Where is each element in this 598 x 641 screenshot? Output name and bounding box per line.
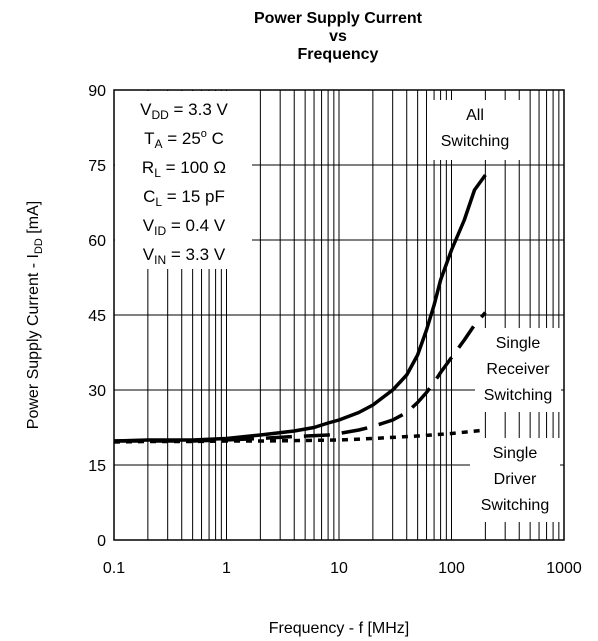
chart-title-line-1: Power Supply Current bbox=[254, 10, 423, 27]
y-tick-label: 15 bbox=[88, 458, 106, 475]
series-label-2: Single bbox=[496, 335, 541, 352]
series-layer bbox=[113, 173, 487, 444]
x-tick-label: 1000 bbox=[546, 560, 582, 577]
x-tick-label: 1 bbox=[222, 560, 231, 577]
y-tick-label: 60 bbox=[88, 233, 106, 250]
plot-frame bbox=[113, 89, 565, 541]
chart-title: Power Supply Current vs Frequency bbox=[254, 10, 423, 63]
series-line-2 bbox=[114, 311, 487, 443]
plot-border bbox=[113, 89, 565, 541]
series-line-1 bbox=[113, 173, 487, 443]
y-tick-label: 30 bbox=[88, 383, 106, 400]
x-tick-label: 0.1 bbox=[103, 560, 125, 577]
y-tick-label: 45 bbox=[88, 308, 106, 325]
chart-title-line-2: vs bbox=[329, 28, 347, 45]
condition-line: VID = 0.4 V bbox=[143, 216, 226, 238]
condition-line: TA = 25o C bbox=[144, 128, 224, 151]
y-tick-label: 90 bbox=[88, 83, 106, 100]
test-conditions: VDD = 3.3 V TA = 25o C RL = 100 Ω CL = 15 p… bbox=[140, 100, 228, 267]
condition-line: CL = 15 pF bbox=[143, 187, 225, 209]
series-label-3: Single bbox=[493, 445, 538, 462]
y-tick-label: 0 bbox=[97, 533, 106, 550]
x-tick-label: 100 bbox=[438, 560, 465, 577]
condition-line: VDD = 3.3 V bbox=[140, 100, 228, 122]
label-box-driver bbox=[470, 438, 560, 522]
y-tick-label: 75 bbox=[88, 158, 106, 175]
series-label-1: All bbox=[466, 107, 484, 124]
condition-line: RL = 100 Ω bbox=[142, 158, 226, 180]
series-label-2: Switching bbox=[484, 387, 552, 404]
annotation-boxes bbox=[115, 91, 561, 522]
label-box-all bbox=[427, 100, 525, 160]
conditions-box bbox=[115, 91, 252, 269]
series-label-3: Driver bbox=[494, 471, 537, 488]
series-line-3 bbox=[113, 428, 486, 444]
tick-labels: 0 15 30 45 60 75 90 0.1 1 10 100 1000 bbox=[88, 83, 582, 577]
series-label-2: Receiver bbox=[486, 361, 550, 378]
series-label-1: Switching bbox=[441, 133, 509, 150]
x-tick-label: 10 bbox=[330, 560, 348, 577]
chart-title-line-3: Frequency bbox=[298, 46, 379, 63]
condition-line: VIN = 3.3 V bbox=[143, 245, 226, 267]
series-label-3: Switching bbox=[481, 497, 549, 514]
series-labels: All Switching Single Receiver Switching Singl… bbox=[441, 107, 552, 514]
y-axis-label: Power Supply Current - IDD [mA] bbox=[25, 201, 45, 429]
label-box-receiver bbox=[475, 328, 561, 412]
x-axis-label: Frequency - f [MHz] bbox=[269, 620, 409, 637]
